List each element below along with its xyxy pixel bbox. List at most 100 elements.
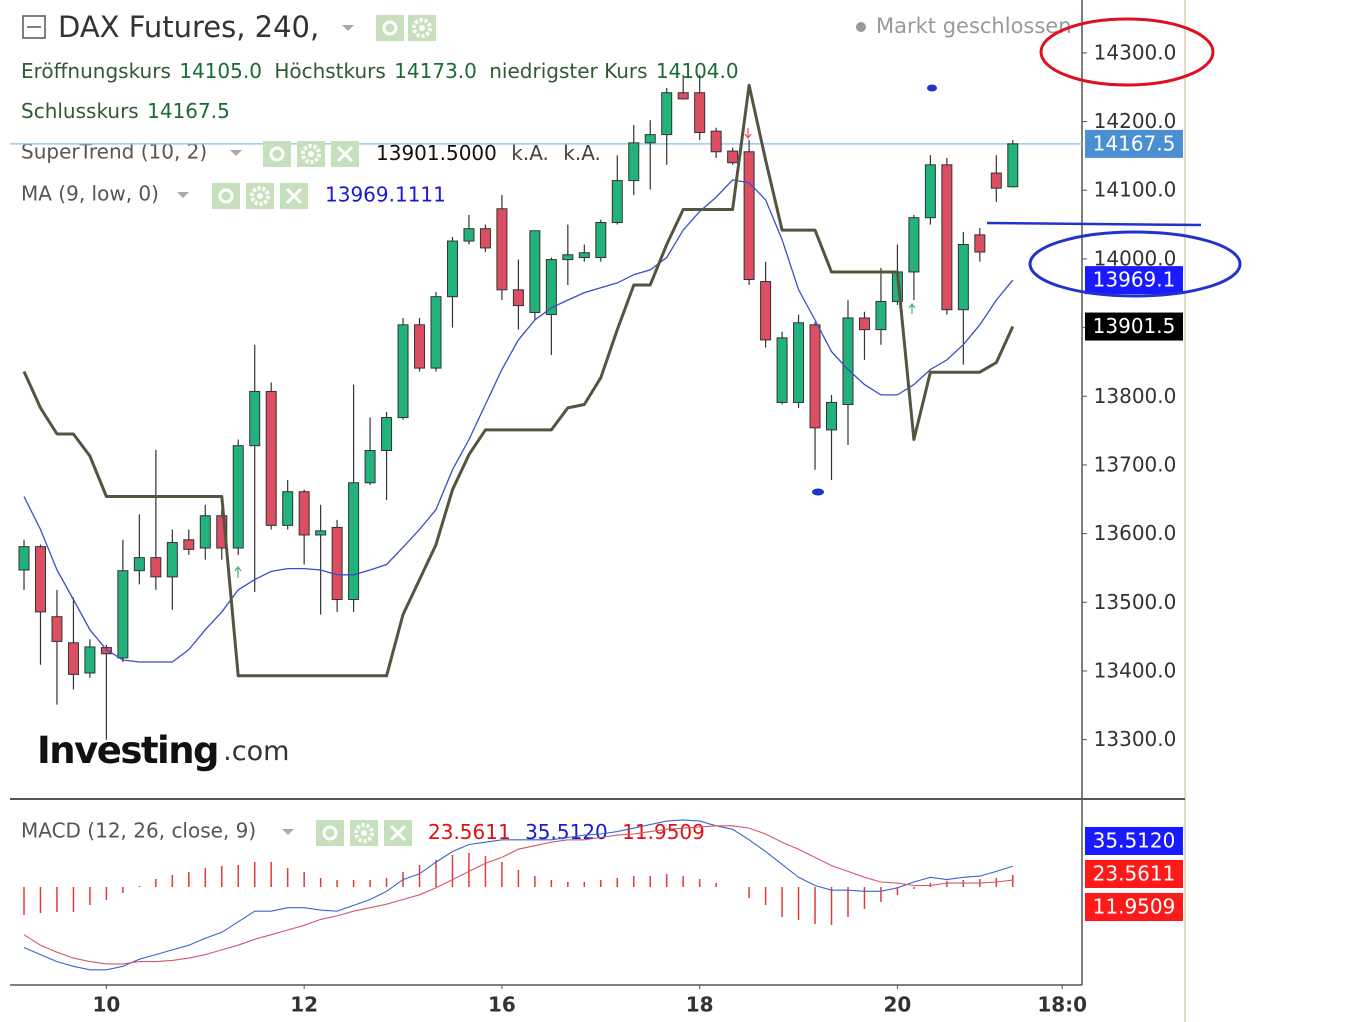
candle-body <box>793 322 805 403</box>
high-value: 14173.0 <box>394 59 477 83</box>
dropdown-caret[interactable] <box>230 150 242 156</box>
candle-body <box>397 324 409 419</box>
icon-bg <box>212 183 240 209</box>
indicator-icon[interactable] <box>331 141 359 167</box>
candle-body <box>710 130 722 153</box>
indicator-icon[interactable] <box>384 820 412 846</box>
x-tick-label: 12 <box>290 993 318 1017</box>
watermark-brand: Investing <box>37 729 218 772</box>
icon-cog <box>354 823 374 843</box>
indicator-icon[interactable] <box>297 141 325 167</box>
candle-body <box>364 450 376 484</box>
icon-cog-hub <box>419 25 425 31</box>
watermark-suffix: .com <box>223 736 289 767</box>
ma-line <box>23 179 1014 663</box>
candle-body <box>463 228 475 242</box>
icon-close <box>285 187 303 205</box>
candle-body <box>644 134 656 144</box>
collapse-icon[interactable] <box>22 15 46 39</box>
candle-body <box>430 296 442 369</box>
candle-body <box>166 542 178 578</box>
candle-body <box>512 289 524 307</box>
indicator-icon[interactable] <box>376 15 404 41</box>
indicator-icon[interactable] <box>408 15 436 41</box>
axis-value-box <box>1085 266 1183 295</box>
axis-value-box <box>1085 893 1183 921</box>
y-tick-label: 14300.0 <box>1094 40 1177 64</box>
icon-eye <box>322 825 338 841</box>
y-tick-label: 13300.0 <box>1094 727 1177 751</box>
dropdown-caret[interactable] <box>342 25 354 31</box>
axis-value-box <box>1085 129 1183 158</box>
candle-body <box>249 390 261 447</box>
candle-body <box>842 317 854 405</box>
candle-body <box>529 230 541 313</box>
x-tick-label: 18 <box>686 993 714 1017</box>
icon-cog <box>412 18 432 38</box>
low-label: niedrigster Kurs <box>489 59 647 83</box>
indicator-icon[interactable] <box>350 820 378 846</box>
signal-arrow <box>908 303 916 314</box>
candle-body <box>150 557 162 578</box>
ma-value: 13969.1111 <box>325 183 446 207</box>
supertrend-label: SuperTrend (10, 2) <box>21 140 207 164</box>
icon-bg <box>376 15 404 41</box>
indicator-icon[interactable] <box>212 183 240 209</box>
open-value: 14105.0 <box>179 59 262 83</box>
annotation-ellipse <box>1028 230 1242 298</box>
candle-body <box>67 642 79 675</box>
candle-body <box>282 491 294 526</box>
candle-body <box>760 281 772 341</box>
annotation-dot <box>812 488 824 496</box>
candle-body <box>199 515 211 549</box>
candle-body <box>18 546 30 571</box>
axis-value-box <box>1085 860 1183 888</box>
candle-body <box>990 172 1002 189</box>
candle-body <box>743 151 755 281</box>
axis-value-box <box>1085 312 1183 341</box>
candle-body <box>232 445 244 549</box>
icon-cog <box>301 144 321 164</box>
candle-body <box>1007 143 1019 188</box>
ohlc-info: Eröffnungskurs 14105.0 Höchstkurs 14173.… <box>21 59 739 83</box>
macd-line <box>23 819 1013 971</box>
candle-body <box>776 337 788 403</box>
close-value: 14167.5 <box>147 99 230 123</box>
macd-line <box>23 825 1013 965</box>
dropdown-caret[interactable] <box>177 192 189 198</box>
axis-value-label: 13969.1 <box>1093 268 1176 292</box>
candle-body <box>908 217 920 273</box>
candle-body <box>496 208 508 291</box>
watermark: Investing .com <box>37 729 289 772</box>
ma-label: MA (9, low, 0) <box>21 182 159 206</box>
indicator-icon[interactable] <box>263 141 291 167</box>
candle-body <box>34 546 46 613</box>
candle-body <box>578 252 590 259</box>
axis-value-label: 14167.5 <box>1093 131 1176 155</box>
candle-body <box>84 646 96 674</box>
candle-body <box>661 92 673 136</box>
icon-close <box>336 145 354 163</box>
candle-body <box>331 526 343 601</box>
indicator-icon[interactable] <box>246 183 274 209</box>
icon-cog-hub <box>361 830 367 836</box>
supertrend-line <box>22 83 1015 678</box>
dropdown-caret[interactable] <box>282 829 294 835</box>
candle-body <box>595 222 607 259</box>
candle-body <box>133 557 145 572</box>
candle-body <box>216 515 228 549</box>
candle-body <box>117 570 129 659</box>
candle-body <box>858 317 870 331</box>
indicator-icon[interactable] <box>316 820 344 846</box>
macd-label: MACD (12, 26, close, 9) <box>21 819 256 843</box>
indicator-icon[interactable] <box>280 183 308 209</box>
x-tick-label: 10 <box>92 993 120 1017</box>
candle-body <box>628 142 640 182</box>
signal-arrow <box>234 566 242 578</box>
annotation-line <box>986 221 1202 227</box>
candle-body <box>677 92 689 100</box>
icon-close <box>389 824 407 842</box>
y-tick-label: 13700.0 <box>1094 452 1177 476</box>
